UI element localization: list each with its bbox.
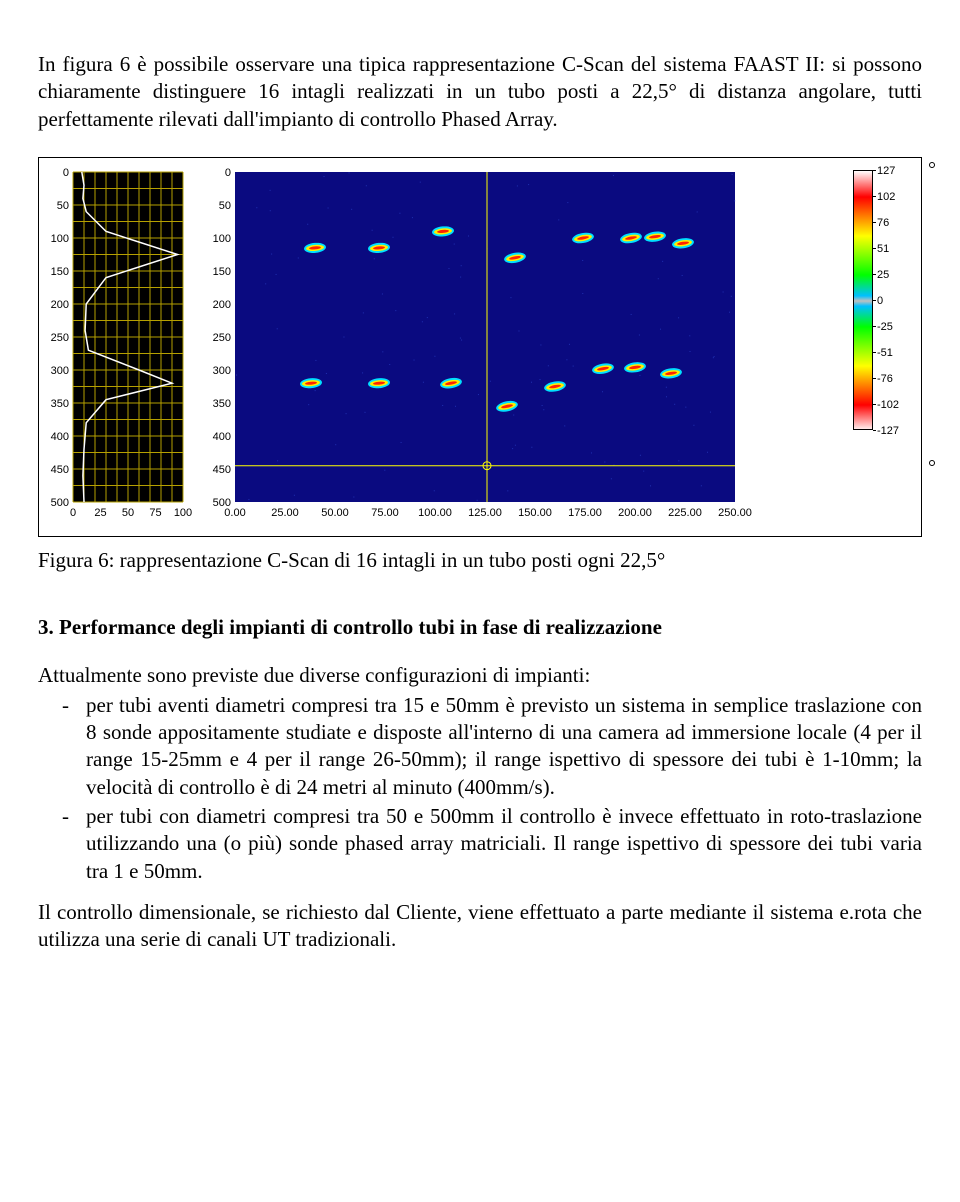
svg-text:150.00: 150.00: [518, 507, 552, 519]
colorbar-tick: 25: [877, 268, 889, 282]
list-item: per tubi con diametri compresi tra 50 e …: [86, 803, 922, 885]
svg-text:0: 0: [225, 167, 231, 179]
svg-text:0.00: 0.00: [224, 507, 245, 519]
intro-paragraph: In figura 6 è possibile osservare una ti…: [38, 51, 922, 133]
svg-text:250.00: 250.00: [718, 507, 752, 519]
svg-text:300: 300: [51, 365, 69, 377]
svg-text:450: 450: [213, 464, 231, 476]
svg-text:50.00: 50.00: [321, 507, 349, 519]
svg-text:25: 25: [94, 507, 106, 519]
svg-text:0: 0: [70, 507, 76, 519]
svg-text:300: 300: [213, 365, 231, 377]
svg-text:50: 50: [57, 200, 69, 212]
cscan-panel: 0501001502002503003504004505000.0025.005…: [201, 164, 761, 530]
closing-paragraph: Il controllo dimensionale, se richiesto …: [38, 899, 922, 954]
svg-text:150: 150: [213, 266, 231, 278]
svg-text:350: 350: [51, 398, 69, 410]
svg-text:450: 450: [51, 464, 69, 476]
svg-text:150: 150: [51, 266, 69, 278]
colorbar-tick: -76: [877, 372, 893, 386]
svg-text:100: 100: [51, 233, 69, 245]
svg-text:200.00: 200.00: [618, 507, 652, 519]
svg-text:200: 200: [213, 299, 231, 311]
figure-6-frame: 0501001502002503003504004505000255075100…: [38, 157, 922, 537]
svg-text:250: 250: [213, 332, 231, 344]
svg-text:50: 50: [219, 200, 231, 212]
svg-text:50: 50: [122, 507, 134, 519]
colorbar-tick: 51: [877, 242, 889, 256]
colorbar-tick: -25: [877, 320, 893, 334]
svg-text:350: 350: [213, 398, 231, 410]
svg-text:500: 500: [51, 497, 69, 509]
colorbar: 127 102 76 51 25 0 -25 -51 -76 -102 -127: [853, 164, 913, 530]
svg-text:0: 0: [63, 167, 69, 179]
svg-text:75: 75: [149, 507, 161, 519]
config-intro: Attualmente sono previste due diverse co…: [38, 662, 922, 689]
config-list: per tubi aventi diametri compresi tra 15…: [38, 692, 922, 885]
right-gap: [767, 164, 847, 530]
colorbar-tick: 0: [877, 294, 883, 308]
svg-text:100.00: 100.00: [418, 507, 452, 519]
colorbar-tick: -51: [877, 346, 893, 360]
ascan-panel: 0501001502002503003504004505000255075100: [45, 164, 195, 530]
svg-text:100: 100: [213, 233, 231, 245]
colorbar-tick: 127: [877, 164, 895, 178]
svg-text:125.00: 125.00: [468, 507, 502, 519]
decorative-dot: [929, 162, 935, 168]
svg-text:100: 100: [174, 507, 192, 519]
svg-text:225.00: 225.00: [668, 507, 702, 519]
svg-text:75.00: 75.00: [371, 507, 399, 519]
svg-text:400: 400: [51, 431, 69, 443]
svg-text:400: 400: [213, 431, 231, 443]
section-3-heading: 3. Performance degli impianti di control…: [38, 614, 922, 641]
svg-text:200: 200: [51, 299, 69, 311]
colorbar-tick: 102: [877, 190, 895, 204]
colorbar-tick: 76: [877, 216, 889, 230]
list-item: per tubi aventi diametri compresi tra 15…: [86, 692, 922, 801]
decorative-dot: [929, 460, 935, 466]
svg-text:25.00: 25.00: [271, 507, 299, 519]
colorbar-tick: -102: [877, 398, 899, 412]
colorbar-tick: -127: [877, 424, 899, 438]
svg-text:250: 250: [51, 332, 69, 344]
figure-caption: Figura 6: rappresentazione C-Scan di 16 …: [38, 547, 922, 574]
svg-text:175.00: 175.00: [568, 507, 602, 519]
